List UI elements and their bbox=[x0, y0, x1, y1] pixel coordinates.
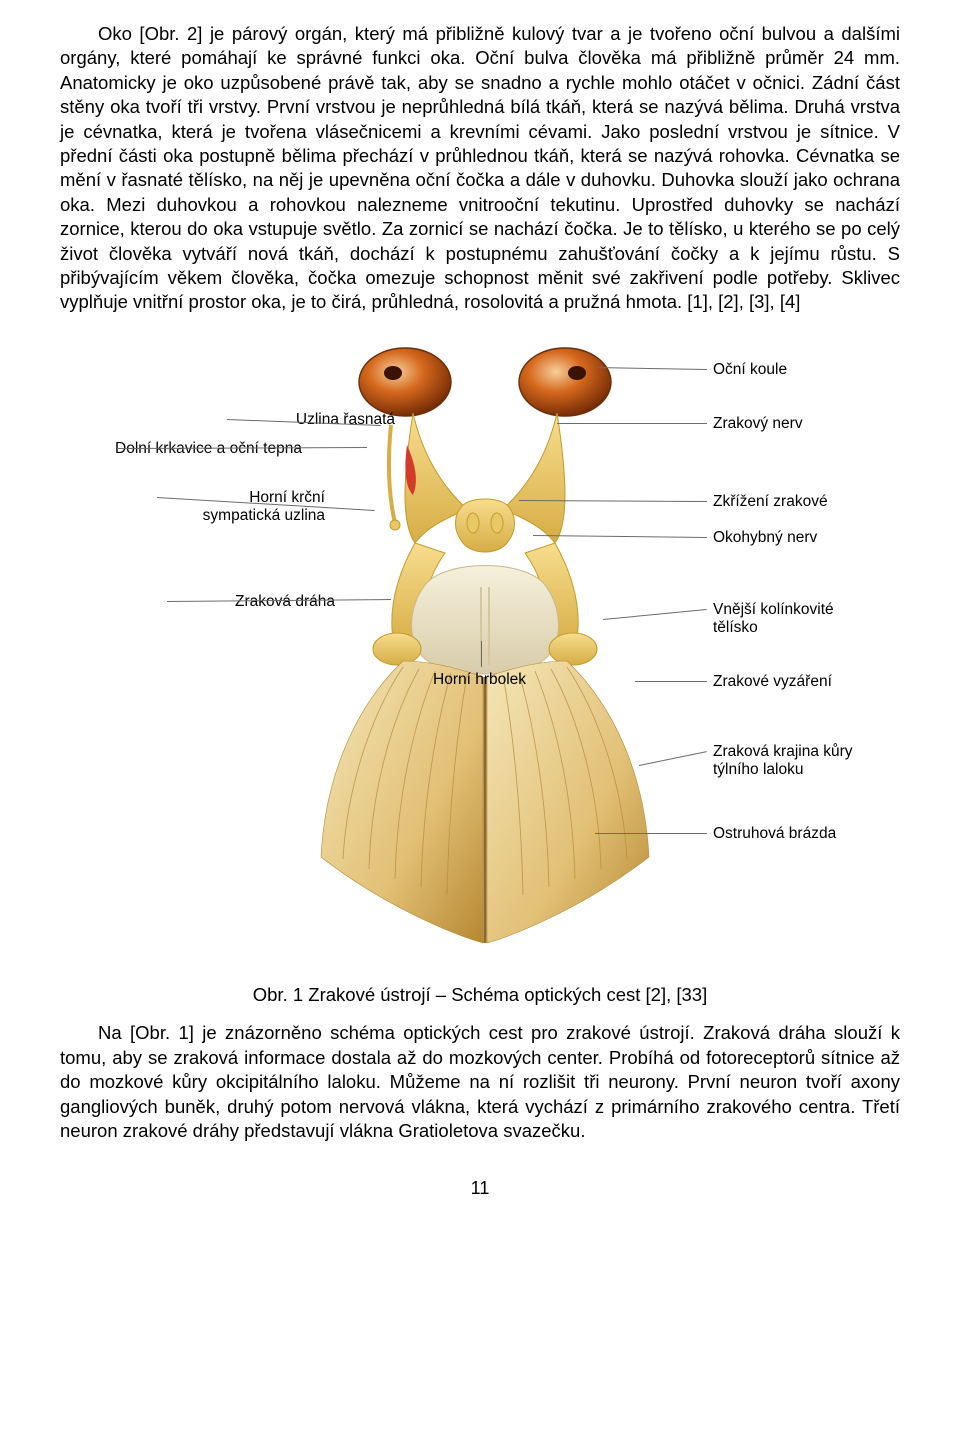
leader-line bbox=[557, 423, 707, 424]
figure-1-wrapper: Uzlina řasnatáDolní krkavice a oční tepn… bbox=[60, 335, 900, 965]
leader-line bbox=[635, 681, 707, 682]
figure-label: Zkřížení zrakové bbox=[713, 493, 828, 511]
figure-label: Oční koule bbox=[713, 361, 787, 379]
figure-label-center: Horní hrbolek bbox=[433, 671, 526, 689]
figure-label: Okohybný nerv bbox=[713, 529, 817, 547]
figure-label: Horní krčnísympatická uzlina bbox=[155, 489, 325, 525]
figure-label: Zrakový nerv bbox=[713, 415, 803, 433]
leader-line bbox=[595, 833, 707, 834]
optic-pathway-diagram bbox=[295, 347, 675, 947]
leader-line bbox=[481, 641, 482, 667]
figure-label: Ostruhová brázda bbox=[713, 825, 836, 843]
figure-label: Vnější kolínkovitétělísko bbox=[713, 601, 834, 637]
figure-1-caption: Obr. 1 Zrakové ústrojí – Schéma optickýc… bbox=[60, 983, 900, 1007]
figure-label: Zraková krajina kůrytýlního laloku bbox=[713, 743, 853, 779]
paragraph-2: Na [Obr. 1] je znázorněno schéma optický… bbox=[60, 1021, 900, 1143]
figure-1: Uzlina řasnatáDolní krkavice a oční tepn… bbox=[95, 335, 865, 965]
paragraph-1: Oko [Obr. 2] je párový orgán, který má p… bbox=[60, 22, 900, 315]
figure-label: Zrakové vyzáření bbox=[713, 673, 832, 691]
page-number: 11 bbox=[60, 1177, 900, 1201]
